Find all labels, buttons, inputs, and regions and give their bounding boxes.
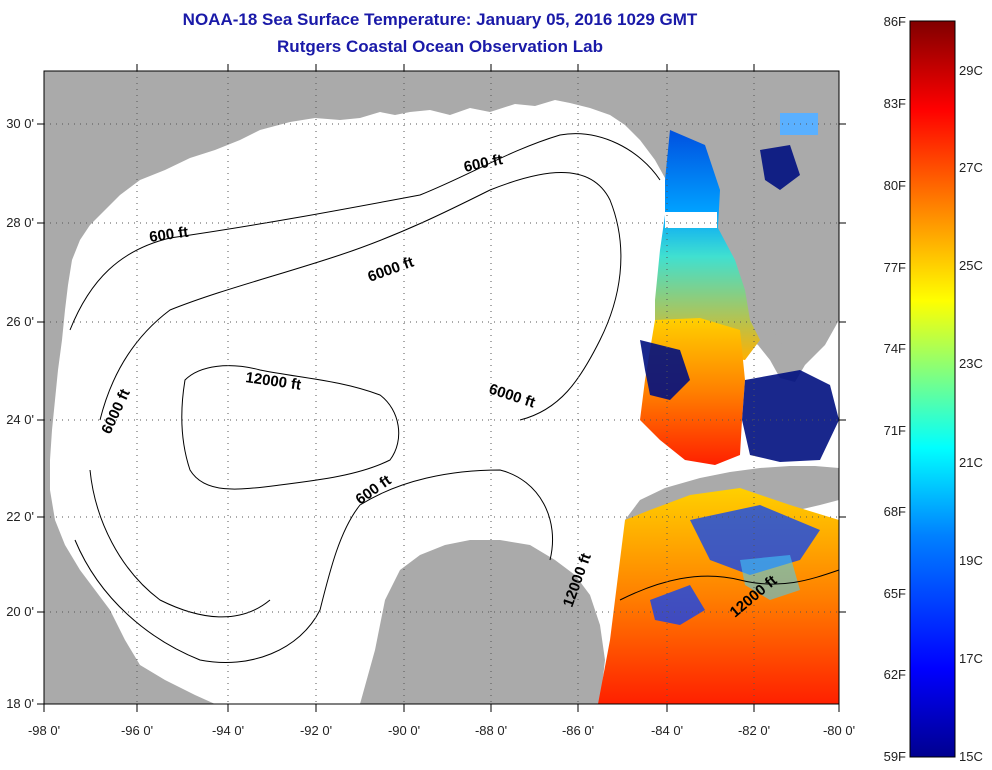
sst-florida-east	[780, 113, 818, 135]
colorbar-c-label: 15C	[959, 749, 983, 764]
lon-label: -88 0'	[475, 723, 507, 738]
lat-label: 26 0'	[6, 314, 34, 329]
lon-label: -90 0'	[388, 723, 420, 738]
latitude-labels: 30 0' 28 0' 26 0' 24 0' 22 0' 20 0' 18 0…	[6, 116, 34, 711]
colorbar-f-label: 86F	[884, 14, 906, 29]
colorbar-f-label: 65F	[884, 586, 906, 601]
lon-label: -84 0'	[651, 723, 683, 738]
colorbar-c-label: 23C	[959, 356, 983, 371]
contour-6000-west	[89, 469, 271, 618]
axis-ticks	[37, 64, 846, 712]
contour-600-north	[69, 133, 661, 331]
colorbar-f-label: 68F	[884, 504, 906, 519]
lon-label: -98 0'	[28, 723, 60, 738]
land-florida	[728, 92, 839, 355]
colorbar-f-labels: 86F 83F 80F 77F 74F 71F 68F 65F 62F 59F	[884, 14, 906, 764]
colorbar-f-label: 77F	[884, 260, 906, 275]
colorbar-f-label: 83F	[884, 96, 906, 111]
sst-caribbean-cool	[650, 505, 820, 625]
lat-label: 30 0'	[6, 116, 34, 131]
contour-12000	[181, 365, 400, 490]
lon-label: -96 0'	[121, 723, 153, 738]
colorbar-c-label: 17C	[959, 651, 983, 666]
colorbar-c-label: 21C	[959, 455, 983, 470]
contour-6000	[99, 172, 622, 421]
colorbar	[909, 20, 956, 758]
lat-label: 20 0'	[6, 604, 34, 619]
colorbar-c-label: 27C	[959, 160, 983, 175]
lon-label: -86 0'	[562, 723, 594, 738]
sst-caribbean-mid	[740, 555, 800, 600]
contour-600-south	[74, 469, 554, 664]
bathymetry-contours	[69, 133, 840, 664]
lat-label: 18 0'	[6, 696, 34, 711]
longitude-labels: -98 0' -96 0' -94 0' -92 0' -90 0' -88 0…	[28, 723, 855, 738]
sst-cloud-mask	[640, 145, 839, 462]
lon-label: -92 0'	[300, 723, 332, 738]
sst-west-florida-shelf	[655, 130, 760, 360]
lat-label: 22 0'	[6, 509, 34, 524]
colorbar-f-label: 80F	[884, 178, 906, 193]
colorbar-c-label: 25C	[959, 258, 983, 273]
colorbar-c-labels: 29C 27C 25C 23C 21C 19C 17C 15C	[959, 63, 983, 764]
graticule	[44, 71, 839, 704]
colorbar-c-label: 29C	[959, 63, 983, 78]
colorbar-f-label: 71F	[884, 423, 906, 438]
sst-gap	[665, 212, 717, 228]
colorbar-c-label: 19C	[959, 553, 983, 568]
colorbar-f-label: 74F	[884, 341, 906, 356]
land-yucatan	[360, 540, 605, 704]
lat-label: 24 0'	[6, 412, 34, 427]
contour-caribbean	[619, 569, 840, 601]
lon-label: -94 0'	[212, 723, 244, 738]
map-subtitle: Rutgers Coastal Ocean Observation Lab	[277, 37, 603, 56]
lon-label: -82 0'	[738, 723, 770, 738]
map-border	[43, 70, 840, 705]
colorbar-f-label: 62F	[884, 667, 906, 682]
lat-label: 28 0'	[6, 215, 34, 230]
lon-label: -80 0'	[823, 723, 855, 738]
map-title: NOAA-18 Sea Surface Temperature: January…	[182, 10, 698, 29]
colorbar-f-label: 59F	[884, 749, 906, 764]
contour-label: 600 ft	[148, 224, 189, 246]
